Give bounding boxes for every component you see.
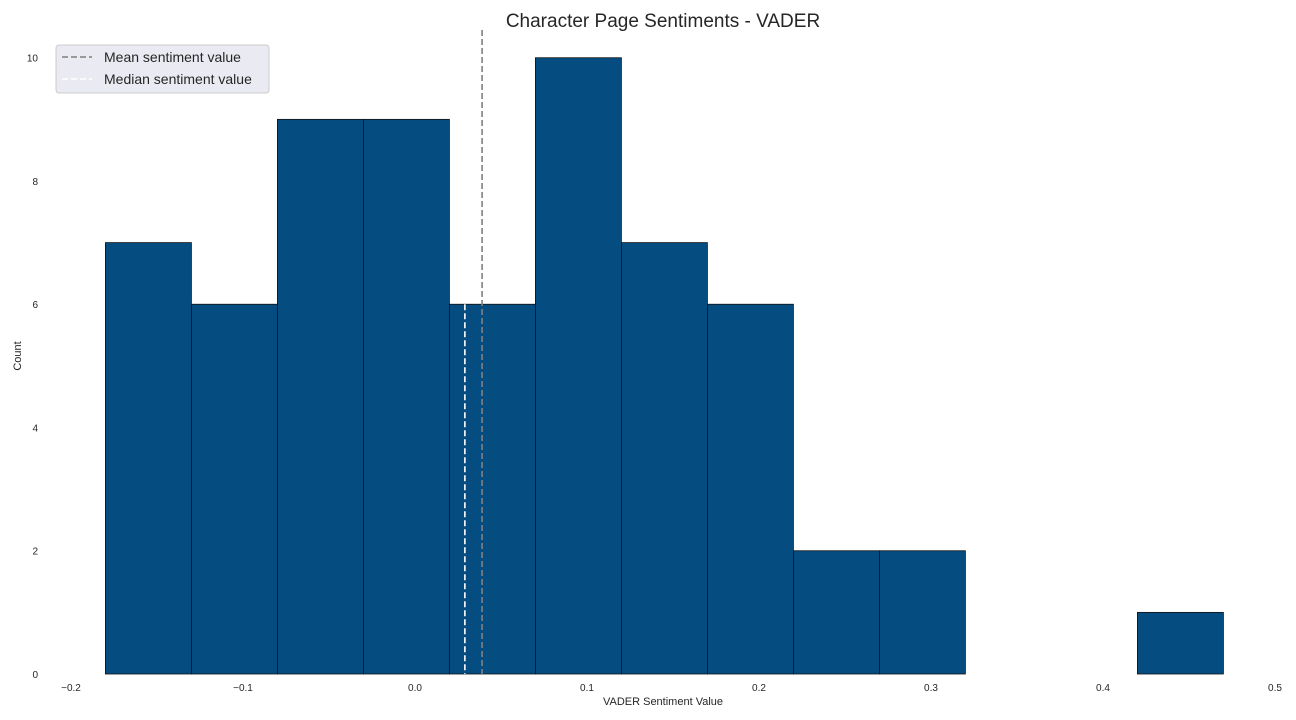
legend-box <box>55 44 270 94</box>
x-tick-label: 0.2 <box>752 683 766 694</box>
bars-group <box>105 57 1224 675</box>
y-tick-label: 6 <box>32 300 38 311</box>
histogram-bar <box>190 303 278 675</box>
y-tick-label: 0 <box>32 670 38 681</box>
histogram-bar <box>276 118 364 675</box>
x-axis-ticks: −0.2 −0.1 0.0 0.1 0.2 0.3 0.4 0.5 <box>61 683 1282 694</box>
y-tick-label: 2 <box>32 547 38 558</box>
x-axis-label: VADER Sentiment Value <box>603 696 723 708</box>
y-tick-label: 4 <box>32 423 38 434</box>
chart-title: Character Page Sentiments - VADER <box>506 11 820 32</box>
histogram-bar <box>707 303 794 675</box>
legend-mean-label: Mean sentiment value <box>104 49 241 65</box>
reference-lines <box>464 30 483 674</box>
x-tick-label: 0.0 <box>408 683 422 694</box>
x-tick-label: −0.1 <box>233 683 253 694</box>
x-tick-label: −0.2 <box>61 683 81 694</box>
y-axis-label: Count <box>12 341 24 370</box>
y-axis-ticks: 0 2 4 6 8 10 <box>27 54 39 681</box>
histogram-bar <box>793 550 880 675</box>
histogram-bar <box>362 118 450 675</box>
legend-median-label: Median sentiment value <box>104 71 252 87</box>
histogram-bar <box>448 303 536 675</box>
x-tick-label: 0.3 <box>924 683 938 694</box>
histogram-bar <box>105 242 192 675</box>
y-tick-label: 8 <box>32 177 38 188</box>
histogram-bar <box>1137 611 1224 675</box>
legend: Mean sentiment value Median sentiment va… <box>55 44 270 94</box>
x-tick-label: 0.4 <box>1096 683 1110 694</box>
histogram-bar <box>535 57 622 675</box>
y-tick-label: 10 <box>27 54 39 65</box>
histogram-bar <box>879 550 966 675</box>
x-tick-label: 0.1 <box>580 683 594 694</box>
histogram-bar <box>621 242 708 675</box>
x-tick-label: 0.5 <box>1268 683 1282 694</box>
